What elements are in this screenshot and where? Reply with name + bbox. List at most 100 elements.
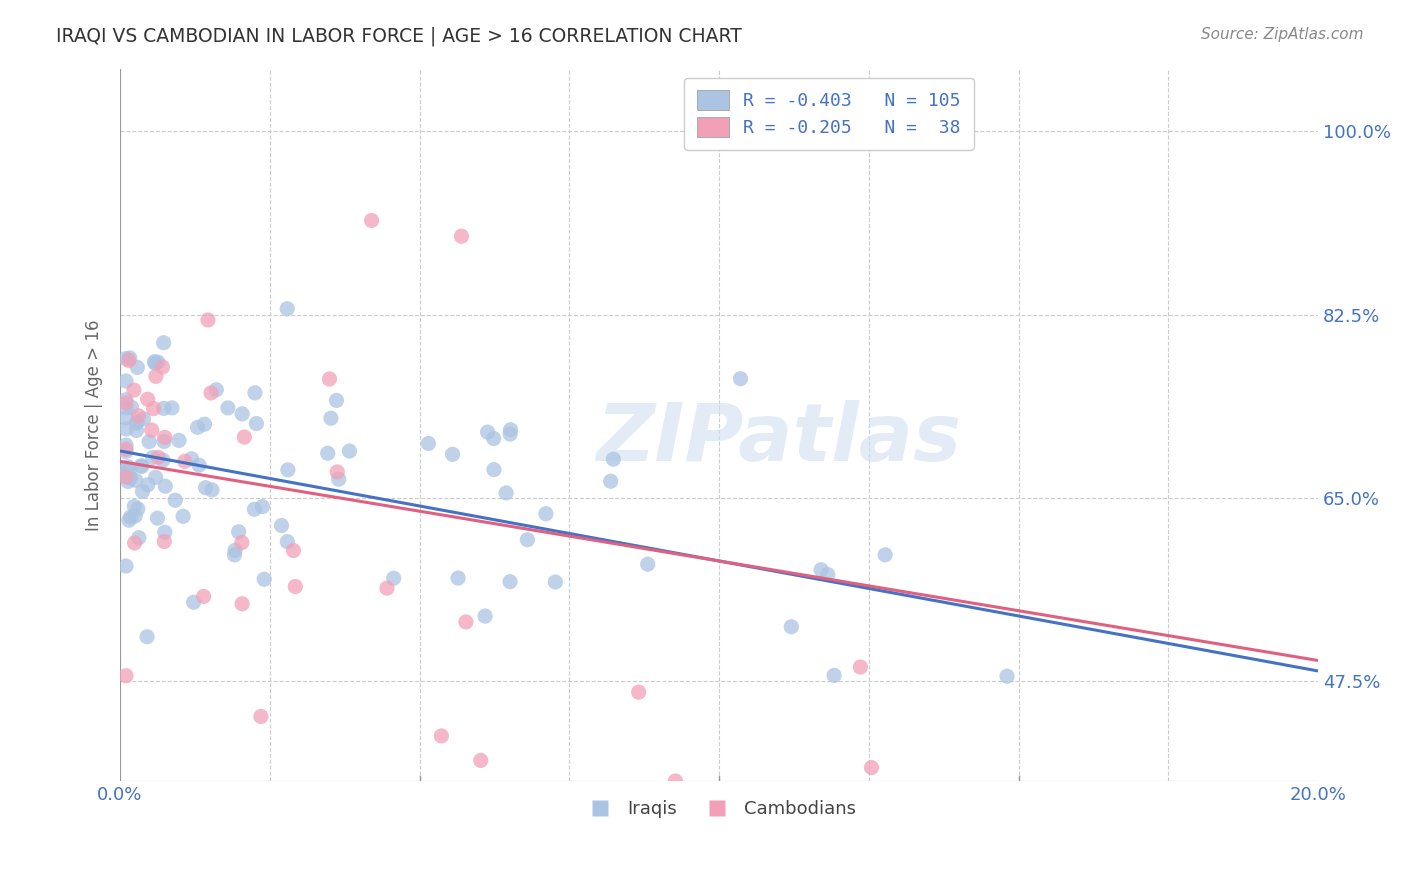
Point	[201, 483, 224, 497]
Point	[277, 463, 299, 477]
Point	[316, 446, 339, 460]
Text: Source: ZipAtlas.com: Source: ZipAtlas.com	[1201, 27, 1364, 42]
Point	[231, 535, 253, 549]
Point	[115, 396, 138, 410]
Point	[418, 436, 440, 450]
Point	[125, 424, 148, 438]
Point	[115, 463, 138, 477]
Point	[534, 507, 557, 521]
Point	[430, 729, 453, 743]
Point	[117, 459, 139, 474]
Point	[125, 416, 148, 430]
Point	[128, 409, 150, 423]
Point	[125, 473, 148, 487]
Point	[817, 567, 839, 582]
Point	[160, 401, 183, 415]
Point	[482, 462, 505, 476]
Point	[153, 430, 176, 444]
Point	[664, 774, 686, 789]
Point	[143, 356, 166, 370]
Point	[146, 511, 169, 525]
Point	[115, 669, 138, 683]
Point	[115, 351, 138, 366]
Point	[115, 470, 138, 484]
Point	[143, 354, 166, 368]
Point	[187, 420, 209, 434]
Point	[118, 351, 141, 365]
Point	[875, 548, 897, 562]
Point	[217, 401, 239, 415]
Point	[243, 502, 266, 516]
Point	[120, 471, 142, 485]
Point	[780, 620, 803, 634]
Point	[136, 630, 159, 644]
Point	[127, 415, 149, 429]
Point	[245, 417, 267, 431]
Point	[115, 422, 138, 436]
Point	[127, 501, 149, 516]
Point	[197, 313, 219, 327]
Point	[810, 563, 832, 577]
Point	[283, 543, 305, 558]
Point	[382, 571, 405, 585]
Point	[115, 442, 138, 457]
Point	[276, 534, 298, 549]
Text: ZIPatlas: ZIPatlas	[596, 400, 962, 478]
Point	[132, 411, 155, 425]
Y-axis label: In Labor Force | Age > 16: In Labor Force | Age > 16	[86, 319, 103, 531]
Point	[136, 392, 159, 407]
Point	[146, 355, 169, 369]
Point	[155, 479, 177, 493]
Point	[270, 518, 292, 533]
Point	[122, 383, 145, 397]
Point	[319, 411, 342, 425]
Point	[183, 595, 205, 609]
Point	[153, 434, 176, 449]
Point	[477, 425, 499, 439]
Point	[995, 669, 1018, 683]
Point	[115, 392, 138, 407]
Point	[115, 438, 138, 452]
Point	[128, 531, 150, 545]
Point	[328, 472, 350, 486]
Point	[120, 510, 142, 524]
Point	[474, 609, 496, 624]
Point	[173, 454, 195, 468]
Point	[145, 470, 167, 484]
Point	[131, 484, 153, 499]
Point	[849, 660, 872, 674]
Point	[233, 430, 256, 444]
Point	[243, 385, 266, 400]
Point	[253, 572, 276, 586]
Point	[115, 444, 138, 458]
Point	[499, 427, 522, 442]
Point	[602, 452, 624, 467]
Point	[450, 229, 472, 244]
Point	[231, 407, 253, 421]
Point	[152, 401, 174, 416]
Point	[145, 369, 167, 384]
Point	[544, 575, 567, 590]
Point	[516, 533, 538, 547]
Point	[188, 458, 211, 473]
Point	[205, 383, 228, 397]
Point	[131, 459, 153, 474]
Point	[637, 557, 659, 571]
Point	[165, 493, 187, 508]
Point	[441, 447, 464, 461]
Point	[118, 513, 141, 527]
Point	[284, 580, 307, 594]
Point	[153, 525, 176, 540]
Point	[152, 359, 174, 374]
Point	[193, 590, 215, 604]
Point	[252, 500, 274, 514]
Point	[120, 401, 142, 415]
Point	[823, 668, 845, 682]
Point	[141, 423, 163, 437]
Point	[129, 458, 152, 473]
Point	[499, 423, 522, 437]
Point	[231, 597, 253, 611]
Text: IRAQI VS CAMBODIAN IN LABOR FORCE | AGE > 16 CORRELATION CHART: IRAQI VS CAMBODIAN IN LABOR FORCE | AGE …	[56, 27, 742, 46]
Point	[224, 543, 246, 558]
Point	[194, 481, 217, 495]
